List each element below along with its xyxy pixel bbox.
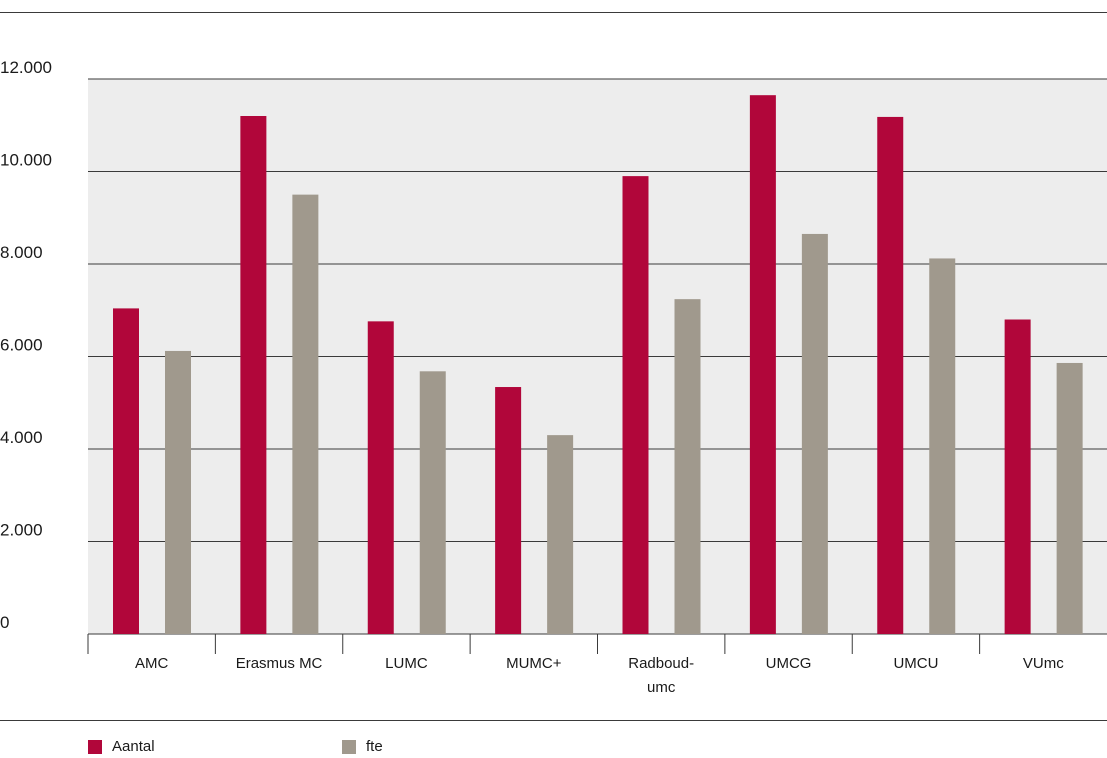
top-rule <box>0 12 1107 13</box>
x-tick-label: Erasmus MC <box>236 655 323 672</box>
legend-label-fte: fte <box>366 738 383 755</box>
bar-aantal <box>1004 319 1031 634</box>
x-tick-label: AMC <box>135 655 169 672</box>
bottom-rule <box>0 720 1107 721</box>
x-tick-label: UMCU <box>893 655 938 672</box>
legend-item-aantal: Aantal <box>88 738 155 755</box>
y-tick-label: 0 <box>0 613 9 632</box>
legend-label-aantal: Aantal <box>112 738 155 755</box>
y-tick-label: 6.000 <box>0 336 43 355</box>
bar-aantal <box>749 95 776 634</box>
legend-item-fte: fte <box>342 738 383 755</box>
y-tick-label: 2.000 <box>0 521 43 540</box>
bar-fte <box>419 371 446 634</box>
bar-fte <box>929 258 956 634</box>
x-tick-label: umc <box>647 679 676 696</box>
y-tick-label: 10.000 <box>0 151 52 170</box>
bar-fte <box>292 194 319 634</box>
bar-fte <box>165 350 191 634</box>
x-tick-label: Radboud- <box>628 655 694 672</box>
bar-fte <box>1056 362 1083 634</box>
bar-fte <box>801 233 828 634</box>
bar-aantal <box>113 308 139 634</box>
bar-aantal <box>367 321 394 634</box>
y-tick-label: 12.000 <box>0 58 52 77</box>
x-tick-label: VUmc <box>1023 655 1064 672</box>
x-tick-label: UMCG <box>766 655 812 672</box>
bar-fte <box>674 299 701 634</box>
bar-aantal <box>622 176 649 634</box>
y-tick-label: 4.000 <box>0 428 43 447</box>
legend-swatch-aantal <box>88 739 102 754</box>
bar-chart: 0 2.000 4.000 6.000 8.000 10.000 12.000 AMC Eras… <box>0 58 1107 696</box>
bar-fte <box>547 435 574 634</box>
x-tick-label: LUMC <box>385 655 428 672</box>
legend-swatch-fte <box>342 739 356 754</box>
x-tick-label: MUMC+ <box>506 655 562 672</box>
y-tick-label: 8.000 <box>0 243 43 262</box>
bar-aantal <box>495 387 522 634</box>
bar-aantal <box>877 116 904 635</box>
bar-aantal <box>240 116 267 634</box>
